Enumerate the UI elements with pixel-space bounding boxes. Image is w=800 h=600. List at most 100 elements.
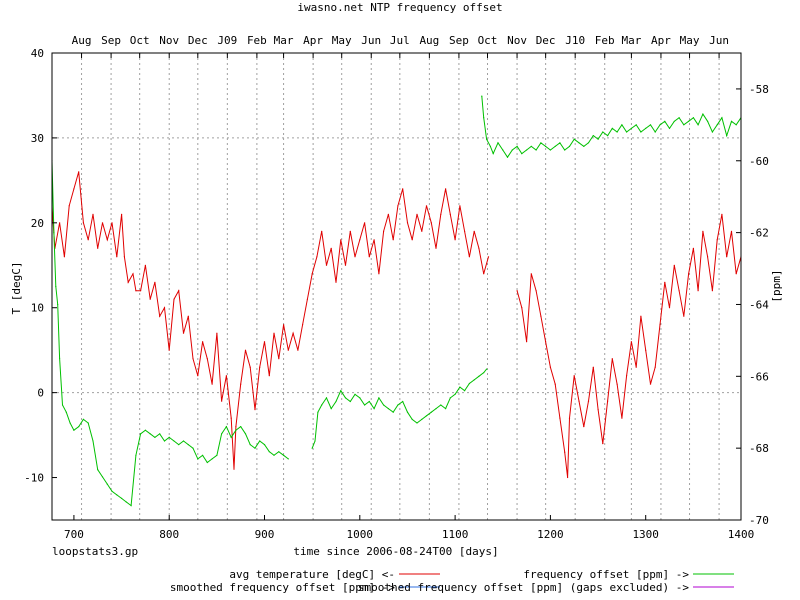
series-1-point-0-17 — [116, 494, 118, 496]
series-0-point-0-39 — [230, 417, 232, 419]
series-1-point-0-25 — [154, 436, 156, 438]
month-label-7: Mar — [274, 34, 294, 47]
series-1-point-1-2 — [317, 411, 319, 413]
series-0-point-1-20 — [607, 400, 609, 402]
series-1-point-2-8 — [511, 149, 513, 151]
series-1-point-0-42 — [235, 429, 237, 431]
series-0-point-0-31 — [192, 358, 194, 360]
series-1-point-2-49 — [707, 120, 709, 122]
series-0-point-0-77 — [406, 222, 409, 224]
month-label-16: Dec — [536, 34, 556, 47]
series-0-point-1-9 — [559, 417, 561, 419]
series-1-point-1-12 — [364, 404, 366, 406]
series-0-point-0-67 — [359, 239, 361, 241]
x-axis-label: time since 2006-08-24T00 [days] — [293, 545, 498, 558]
series-1-point-2-46 — [692, 117, 695, 119]
series-0-point-0-33 — [202, 341, 204, 343]
series-1-point-1-17 — [387, 408, 389, 410]
series-1-point-1-34 — [468, 382, 470, 385]
series-0-point-1-0 — [516, 290, 518, 292]
series-0-point-0-76 — [402, 188, 404, 190]
series-1-point-1-0 — [311, 447, 313, 449]
series-1-point-2-25 — [592, 135, 594, 137]
series-0-point-1-47 — [735, 273, 737, 275]
series-1-point-0-47 — [259, 440, 261, 442]
y-right-axis-label: [ppm] — [770, 269, 783, 302]
series-0-point-0-26 — [168, 349, 170, 351]
series-1-point-2-51 — [716, 124, 718, 126]
series-0-point-0-79 — [416, 213, 418, 215]
series-0-point-0-43 — [244, 349, 247, 351]
series-1-point-0-1 — [53, 232, 55, 234]
series-1-point-0-21 — [135, 454, 137, 456]
series-1-point-1-9 — [349, 400, 351, 403]
series-1-point-1-23 — [416, 422, 418, 424]
x-tick-label-0: 700 — [64, 528, 84, 541]
series-0-point-0-38 — [225, 375, 227, 377]
series-1-point-2-15 — [545, 145, 547, 147]
series-0-point-1-14 — [578, 400, 580, 402]
y-left-tick-label-3: 20 — [31, 217, 44, 230]
series-1-point-1-1 — [314, 440, 316, 442]
month-label-13: Sep — [449, 34, 469, 47]
series-1-point-1-32 — [459, 386, 461, 388]
series-0-point-1-17 — [592, 366, 594, 368]
series-0-point-0-49 — [273, 332, 275, 334]
x-tick-label-2: 900 — [255, 528, 275, 541]
series-0-point-0-62 — [335, 281, 337, 283]
series-1-point-0-13 — [97, 469, 99, 471]
series-0-point-1-4 — [535, 290, 537, 292]
y-left-tick-label-4: 30 — [31, 132, 44, 145]
series-1-point-2-19 — [564, 149, 566, 151]
series-1-point-2-53 — [726, 135, 728, 137]
series-0-point-0-61 — [330, 247, 332, 249]
series-0-point-0-46 — [259, 366, 261, 368]
series-0-point-1-24 — [626, 375, 628, 377]
series-1-point-1-6 — [335, 400, 337, 403]
series-0-point-0-6 — [78, 171, 80, 173]
series-0-point-1-23 — [621, 417, 623, 419]
series-0-point-0-45 — [254, 409, 256, 411]
y-right-tick-label-2: -66 — [749, 370, 769, 383]
series-1-point-0-7 — [69, 422, 71, 424]
series-0-point-1-19 — [602, 443, 604, 445]
series-1-point-0-26 — [159, 433, 161, 435]
series-1-point-0-5 — [61, 404, 64, 406]
series-0-point-0-14 — [116, 256, 118, 258]
series-1-point-2-14 — [540, 142, 542, 144]
series-0-point-0-7 — [82, 222, 84, 224]
series-0-point-1-11 — [567, 476, 569, 479]
series-1-point-0-48 — [263, 444, 266, 446]
series-0-point-0-55 — [302, 324, 304, 326]
series-0-point-0-63 — [340, 239, 342, 241]
series-1-point-2-31 — [621, 124, 623, 126]
legend-label-3: smoothed frequency offset [ppm] (gaps ex… — [358, 581, 690, 594]
series-1-point-2-50 — [711, 131, 714, 133]
series-0-point-0-30 — [187, 315, 189, 317]
month-label-12: Aug — [419, 34, 439, 47]
series-1-point-1-24 — [421, 418, 423, 420]
series-0-point-1-39 — [697, 290, 699, 292]
series-0-point-0-28 — [178, 290, 180, 292]
series-0-point-0-57 — [311, 273, 313, 275]
series-0-point-1-25 — [630, 341, 633, 343]
series-1-point-2-20 — [568, 145, 571, 147]
series-1-point-2-44 — [683, 124, 685, 126]
series-1-point-2-5 — [497, 142, 499, 144]
series-0-point-0-22 — [149, 298, 151, 300]
series-1-point-0-35 — [202, 454, 204, 456]
series-0-point-0-42 — [240, 383, 242, 385]
series-0-point-0-56 — [306, 298, 308, 300]
series-0-point-0-81 — [425, 205, 428, 207]
series-1-point-1-28 — [440, 404, 442, 406]
y-right-tick-label-5: -60 — [749, 155, 769, 168]
series-0-point-0-78 — [411, 239, 413, 241]
series-1-point-0-44 — [244, 433, 247, 435]
month-label-9: May — [332, 34, 352, 47]
series-0-point-1-35 — [678, 290, 680, 292]
series-0-point-0-54 — [297, 349, 299, 351]
series-1-point-2-11 — [526, 149, 528, 151]
series-1-point-0-39 — [221, 433, 223, 435]
series-0-point-0-20 — [140, 290, 142, 292]
series-1-point-2-35 — [640, 131, 642, 133]
